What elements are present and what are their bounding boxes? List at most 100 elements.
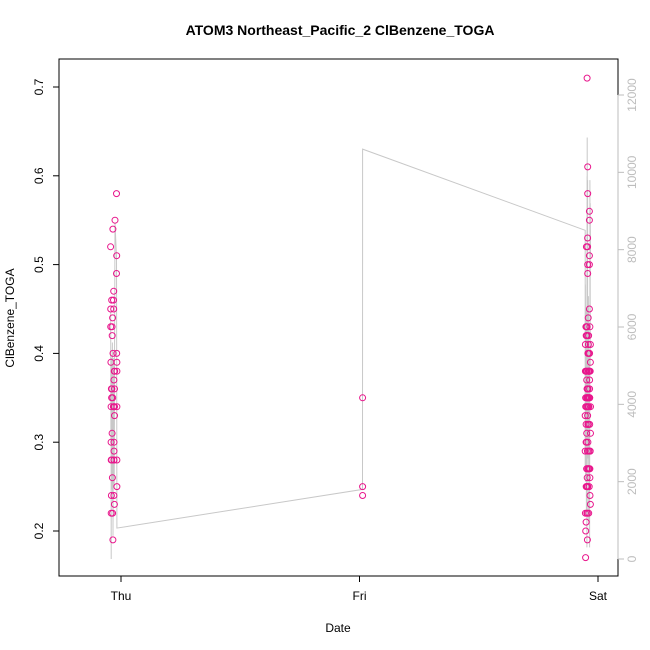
data-point: [586, 420, 594, 428]
data-point: [584, 234, 592, 242]
y-tick-label: 0.3: [32, 434, 46, 451]
data-point: [113, 483, 121, 491]
data-point: [581, 341, 589, 348]
data-point: [108, 323, 116, 331]
data-point: [585, 305, 593, 313]
data-point: [586, 474, 594, 482]
y2-tick-label: 0: [625, 555, 639, 562]
data-point: [586, 323, 594, 331]
data-point: [107, 492, 115, 499]
data-point: [111, 216, 119, 224]
data-point: [110, 500, 118, 508]
data-point: [108, 332, 116, 340]
data-point: [583, 536, 591, 544]
data-point: [113, 358, 121, 366]
data-point: [584, 412, 592, 420]
data-point: [359, 492, 367, 499]
data-point: [110, 492, 118, 499]
data-point: [113, 349, 121, 357]
series-line: [110, 137, 591, 560]
data-point: [585, 252, 593, 260]
data-point: [113, 367, 121, 375]
data-point: [113, 403, 121, 411]
data-point: [110, 456, 118, 464]
data-point: [109, 349, 117, 357]
data-point: [107, 305, 115, 313]
data-point: [585, 216, 593, 224]
line-layer: [110, 137, 591, 560]
data-point: [107, 243, 115, 251]
data-point: [584, 190, 592, 198]
data-point: [587, 429, 594, 437]
data-point: [583, 474, 591, 482]
data-point: [586, 367, 594, 375]
data-point: [586, 465, 594, 473]
data-point: [108, 456, 116, 464]
y-axis: 0.2 0.3 0.4 0.5 0.6 0.7: [32, 78, 60, 539]
data-point: [113, 252, 121, 260]
data-point: [108, 385, 116, 393]
data-point: [582, 554, 590, 562]
data-point: [113, 456, 121, 464]
x-axis: Thu Fri Sat: [111, 575, 608, 603]
data-point: [111, 367, 119, 375]
data-point: [584, 438, 592, 446]
data-point: [110, 376, 118, 384]
data-point: [111, 403, 118, 411]
data-point: [586, 358, 594, 366]
data-point: [359, 394, 367, 402]
data-point: [108, 429, 116, 437]
data-point: [587, 403, 594, 411]
y2-tick-label: 2000: [625, 468, 639, 495]
y-tick-label: 0.2: [32, 522, 46, 539]
data-point: [109, 536, 117, 544]
y-axis-label: ClBenzene_TOGA: [3, 268, 17, 367]
y2-tick-label: 6000: [625, 313, 639, 340]
data-point: [581, 412, 589, 420]
y2-tick-label: 8000: [625, 236, 639, 263]
x-axis-label: Date: [325, 621, 351, 635]
data-point: [586, 500, 594, 508]
x-tick-label: Thu: [111, 589, 132, 603]
data-point: [583, 429, 591, 437]
data-point: [583, 376, 591, 384]
data-point: [586, 447, 594, 455]
data-point: [109, 394, 117, 402]
data-point: [585, 509, 593, 517]
y2-tick-label: 4000: [625, 391, 639, 418]
y2-tick-label: 10000: [625, 155, 639, 189]
data-point: [584, 270, 592, 277]
data-point: [584, 243, 592, 251]
data-point: [586, 376, 594, 384]
data-point: [113, 190, 120, 198]
data-point: [585, 332, 593, 340]
data-point: [581, 447, 589, 455]
data-point: [583, 74, 591, 82]
data-point: [359, 483, 367, 491]
data-point: [585, 261, 593, 269]
y-tick-label: 0.5: [32, 256, 46, 273]
y-tick-label: 0.6: [32, 167, 46, 184]
y2-tick-label: 12000: [625, 78, 639, 112]
data-point: [111, 412, 118, 420]
x-tick-label: Sat: [589, 589, 608, 603]
data-point: [583, 323, 591, 331]
data-point: [109, 509, 117, 517]
data-point: [110, 447, 118, 455]
data-point: [110, 305, 118, 313]
data-point: [584, 314, 592, 322]
x-tick-label: Fri: [353, 589, 367, 603]
data-point: [113, 270, 120, 277]
data-point: [109, 225, 117, 233]
data-point: [584, 341, 592, 348]
data-point: [107, 438, 115, 446]
y-tick-label: 0.7: [32, 78, 46, 95]
data-point: [111, 385, 118, 393]
y2-axis: 0 2000 4000 6000 8000 10000 12000: [617, 78, 639, 562]
data-point: [586, 385, 594, 393]
data-point: [109, 314, 117, 322]
data-point: [586, 341, 594, 348]
data-point: [582, 527, 590, 535]
data-point: [584, 163, 592, 171]
